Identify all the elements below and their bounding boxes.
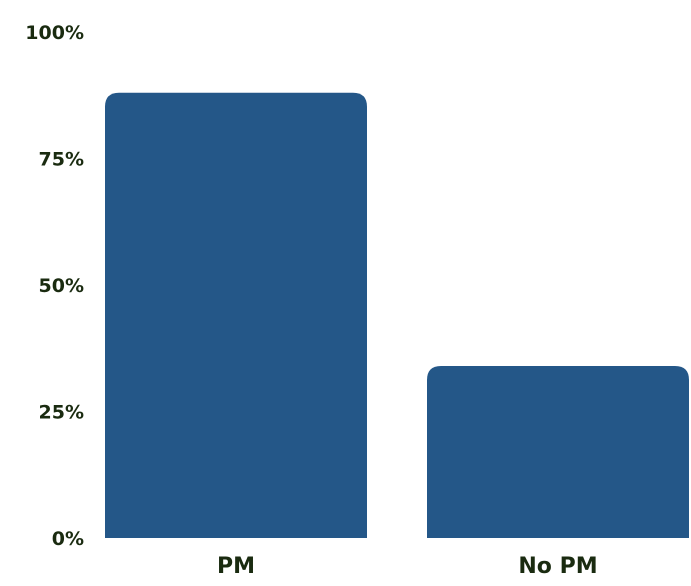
y-tick-label: 100% xyxy=(25,22,84,44)
y-tick-label: 25% xyxy=(39,402,84,424)
y-tick-label: 0% xyxy=(52,528,84,550)
y-axis: 0% 25% 50% 75% 100% xyxy=(25,22,84,550)
bar-no-pm xyxy=(427,365,689,538)
x-category-label: PM xyxy=(217,554,255,579)
y-tick-label: 50% xyxy=(39,275,84,297)
x-axis: PM No PM xyxy=(217,554,598,579)
bar-pm xyxy=(105,92,367,538)
bar-series xyxy=(105,92,689,538)
y-tick-label: 75% xyxy=(39,149,84,171)
x-category-label: No PM xyxy=(518,554,597,579)
